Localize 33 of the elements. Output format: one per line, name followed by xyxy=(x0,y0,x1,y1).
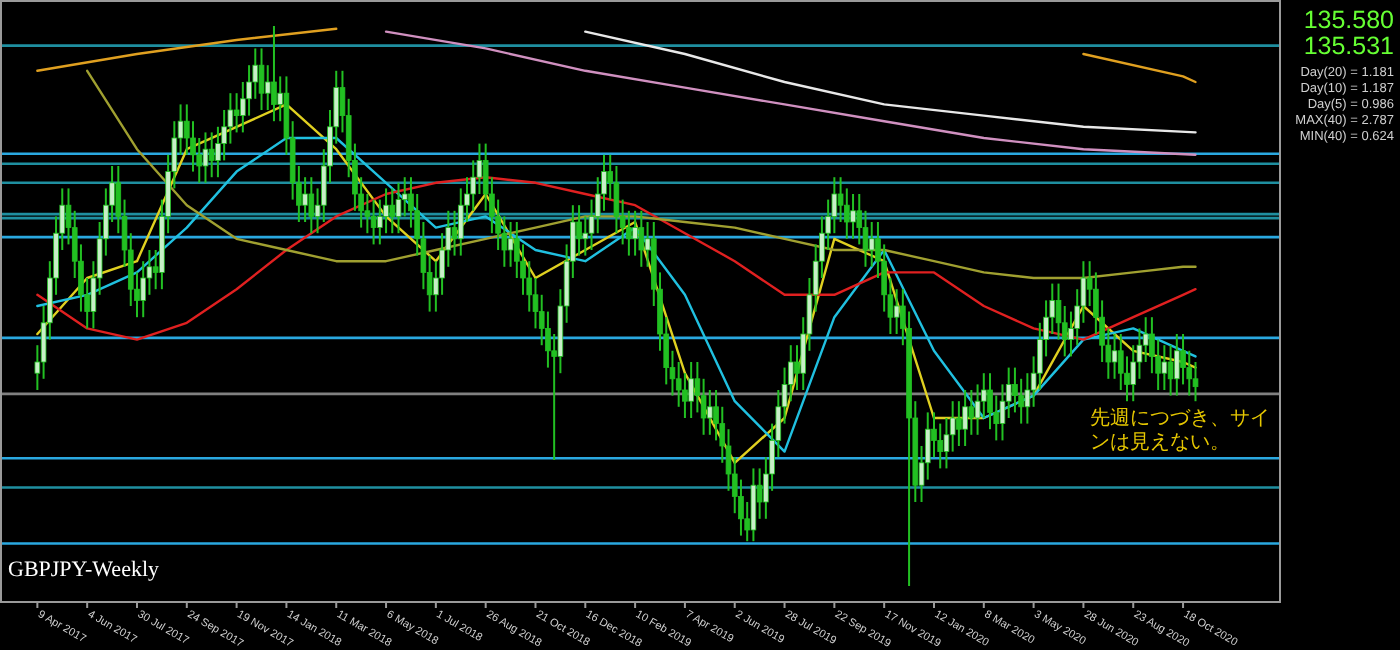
candlestick xyxy=(688,361,694,419)
candlestick xyxy=(202,131,209,184)
candlestick xyxy=(1174,333,1180,397)
candlestick xyxy=(395,181,402,235)
candlestick xyxy=(707,389,713,436)
candlestick xyxy=(968,389,975,436)
candlestick xyxy=(264,64,271,111)
candlestick xyxy=(507,221,514,268)
candlestick xyxy=(576,204,582,257)
candlestick xyxy=(750,467,757,543)
candlestick xyxy=(868,221,875,268)
candlestick xyxy=(638,209,645,268)
candlestick xyxy=(850,193,856,240)
candlestick xyxy=(258,47,265,111)
candlestick xyxy=(893,288,900,335)
annotation: 先週につづき、サインは見えない。 xyxy=(1090,406,1270,454)
candlestick xyxy=(1167,344,1174,397)
text: GBPJPY-Weekly xyxy=(8,558,161,582)
candlestick xyxy=(956,400,962,447)
candlestick xyxy=(962,389,968,447)
candlestick xyxy=(208,131,215,179)
candlestick xyxy=(1111,333,1118,380)
text: 135.531 xyxy=(1303,32,1395,60)
candlestick xyxy=(389,187,396,235)
candlestick xyxy=(233,92,240,134)
candlestick xyxy=(1161,344,1168,391)
candlestick xyxy=(632,209,638,257)
candlestick xyxy=(308,176,315,235)
candlestick xyxy=(451,209,458,257)
candlestick xyxy=(271,25,277,123)
candlestick xyxy=(370,198,377,246)
candlestick xyxy=(302,176,308,223)
text: 135.580 xyxy=(1303,6,1395,34)
